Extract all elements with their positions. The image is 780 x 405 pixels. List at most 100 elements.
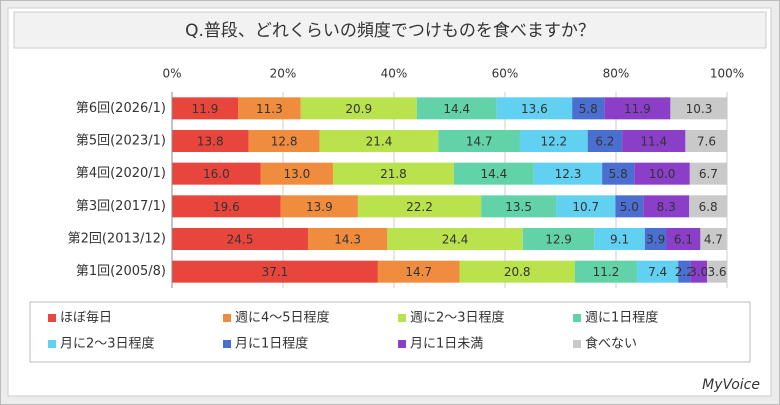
value-label: 3.0 [689,265,708,279]
value-label: 4.7 [704,233,723,247]
bar-segment [587,130,623,152]
bar-segment [533,162,603,185]
value-label: 6.1 [674,233,693,247]
value-label: 21.4 [366,135,393,149]
bar-segment [670,97,728,120]
bar-segment [172,260,378,283]
bar-segment [377,260,460,283]
x-tick-label: 0% [162,67,181,81]
value-label: 21.8 [380,167,407,181]
value-label: 13.5 [505,200,532,214]
bar-segment [522,228,595,250]
value-label: 10.7 [572,200,599,214]
legend-label: 月に2～3日程度 [60,336,155,352]
value-label: 16.0 [203,167,230,181]
value-label: 11.3 [256,102,283,116]
bar-segment [622,130,686,152]
legend-swatch [573,340,581,348]
y-tick-label: 第2回(2013/12) [68,232,166,247]
value-label: 14.4 [443,102,470,116]
value-label: 13.8 [197,135,224,149]
bar-segment [238,97,301,120]
legend-swatch [48,314,56,322]
legend-swatch [398,340,406,348]
bar-segment [332,162,454,185]
value-label: 7.6 [697,135,716,149]
chart-title: Q.普段、どれくらいの頻度でつけものを食べますか？ [185,21,595,41]
logo: MyVoice [702,377,760,393]
bar-segment [416,97,497,120]
value-label: 8.3 [657,200,676,214]
bar-segment [556,195,616,218]
bar-segment [481,195,557,218]
bar-segment [700,228,727,250]
y-tick-label: 第3回(2017/1) [76,199,166,214]
bar-segment [572,97,605,120]
bar-segment [248,130,320,152]
value-label: 5.8 [579,102,598,116]
value-label: 5.8 [609,167,628,181]
x-tick-label: 20% [270,67,297,81]
bar-segment [615,195,644,218]
bar-segment [172,228,308,250]
bar-segment [280,195,358,218]
value-label: 13.0 [284,167,311,181]
bar-segment [604,97,671,120]
legend-label: 週に4～5日程度 [235,310,330,326]
value-label: 12.2 [540,135,567,149]
value-label: 10.3 [686,102,713,116]
x-tick-label: 60% [492,67,519,81]
value-label: 2.2 [675,265,694,279]
x-tick-label: 40% [381,67,408,81]
value-label: 20.8 [504,265,531,279]
bar-segment [172,195,281,218]
bar-segment [453,162,534,185]
value-label: 14.4 [481,167,508,181]
value-label: 13.6 [521,102,548,116]
value-label: 11.2 [593,265,620,279]
value-label: 14.7 [466,135,493,149]
x-tick-label: 100% [710,67,744,81]
bar-segment [689,195,727,218]
bar-segment [685,130,728,152]
y-tick-label: 第6回(2026/1) [76,101,166,116]
value-label: 22.2 [406,200,433,214]
bar-segment [319,130,439,152]
value-label: 13.9 [306,200,333,214]
bar-segment [602,162,635,185]
value-label: 7.4 [648,265,667,279]
legend-label: 食べない [585,336,637,352]
bar-segment [357,195,482,218]
bar-segment [459,260,575,283]
legend-box [29,301,751,363]
bar-segment [689,162,727,185]
value-label: 24.4 [442,233,469,247]
value-label: 14.7 [405,265,432,279]
bar-segment [643,195,690,218]
value-label: 12.8 [271,135,298,149]
value-label: 37.1 [262,265,289,279]
bar-segment [707,260,727,283]
value-label: 24.5 [227,233,254,247]
value-label: 6.8 [699,200,718,214]
legend-label: ほぼ毎日 [60,310,112,326]
value-label: 10.0 [649,167,676,181]
bar-segment [260,162,333,185]
bar-segment [594,228,645,250]
value-label: 14.3 [334,233,361,247]
value-label: 9.1 [610,233,629,247]
value-label: 11.4 [640,135,667,149]
bar-segment [496,97,573,120]
value-label: 12.3 [555,167,582,181]
legend-swatch [223,340,231,348]
bar-segment [172,97,239,120]
value-label: 6.7 [699,167,718,181]
value-label: 12.9 [545,233,572,247]
value-label: 20.9 [345,102,372,116]
legend-swatch [48,340,56,348]
value-label: 5.0 [620,200,639,214]
value-label: 6.2 [595,135,614,149]
y-tick-label: 第1回(2005/8) [76,264,166,279]
bar-segment [574,260,638,283]
